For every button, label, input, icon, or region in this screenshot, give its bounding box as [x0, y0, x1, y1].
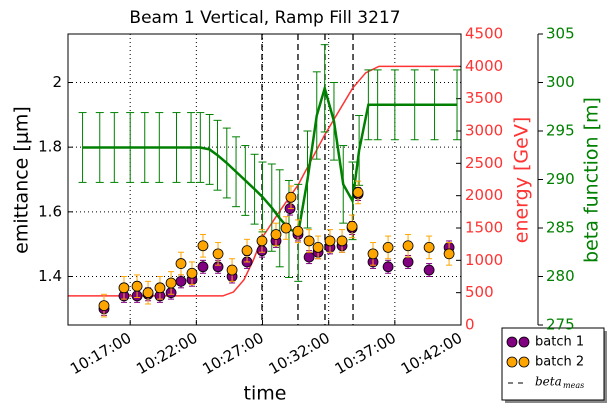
y2-tick-label: 4500	[465, 25, 503, 43]
point	[131, 280, 143, 292]
legend-label: beta	[535, 375, 562, 389]
y2-tick-label: 3000	[465, 122, 503, 140]
point	[336, 235, 348, 247]
x-tick-label: 10:42:00	[398, 329, 465, 378]
y2-tick-label: 2000	[465, 186, 503, 204]
point	[165, 277, 177, 289]
x-tick-label: 10:32:00	[266, 329, 333, 378]
point	[324, 235, 336, 247]
point	[402, 256, 414, 268]
y3-tick-label: 295	[546, 122, 575, 140]
point	[270, 229, 282, 240]
point	[382, 261, 394, 273]
legend-label: batch 1	[535, 335, 584, 350]
legend-marker	[518, 356, 530, 368]
y-tick-label: 2	[52, 73, 62, 91]
point	[186, 267, 198, 279]
beta_function-line	[82, 83, 458, 235]
point	[154, 282, 166, 294]
point	[118, 282, 130, 294]
x-tick-label: 10:27:00	[199, 329, 266, 378]
y3-tick-label: 300	[546, 73, 575, 91]
point	[292, 225, 304, 237]
chart-title: Beam 1 Vertical, Ramp Fill 3217	[129, 8, 400, 28]
point	[303, 251, 315, 263]
y-axis-label: emittance [μm]	[11, 106, 33, 254]
x-tick-label: 10:17:00	[67, 329, 134, 378]
y2-tick-label: 500	[465, 283, 494, 301]
point	[197, 240, 209, 252]
y3-tick-label: 275	[546, 316, 575, 334]
point	[443, 248, 455, 260]
point	[98, 300, 110, 312]
point	[402, 240, 414, 252]
point	[423, 241, 435, 253]
y-tick-label: 1.8	[38, 138, 62, 156]
y3-tick-label: 305	[546, 25, 575, 43]
point	[142, 287, 154, 299]
y3-axis-label: beta function [m]	[581, 97, 603, 263]
point	[382, 241, 394, 253]
energy-line	[68, 65, 460, 297]
plot-frame	[67, 33, 462, 326]
point	[280, 222, 292, 234]
point	[367, 248, 379, 260]
legend-marker	[518, 336, 530, 348]
point	[423, 264, 435, 276]
y2-tick-label: 1000	[465, 251, 503, 269]
y2-tick-label: 1500	[465, 219, 503, 237]
point	[175, 258, 187, 269]
y2-tick-label: 0	[465, 316, 475, 334]
point	[226, 264, 238, 276]
y3-tick-label: 280	[546, 267, 575, 285]
y2-axis-label: energy [GeV]	[511, 117, 533, 243]
point	[241, 245, 253, 257]
y3-tick-label: 290	[546, 170, 575, 188]
point	[346, 220, 358, 232]
legend-marker	[506, 356, 518, 368]
x-tick-label: 10:37:00	[332, 329, 399, 378]
point	[212, 248, 224, 260]
point	[285, 191, 297, 203]
point	[175, 275, 187, 287]
y3-tick-label: 285	[546, 219, 575, 237]
y2-tick-label: 2500	[465, 154, 503, 172]
y2-tick-label: 3500	[465, 89, 503, 107]
y-tick-label: 1.4	[38, 267, 62, 285]
point	[256, 235, 268, 247]
point	[312, 241, 324, 253]
legend-subscript: meas	[563, 381, 584, 390]
legend-marker	[506, 336, 518, 348]
point	[352, 187, 364, 198]
point	[303, 235, 315, 247]
y2-tick-label: 4000	[465, 57, 503, 75]
x-axis-label: time	[244, 383, 287, 405]
legend-label: batch 2	[535, 355, 584, 370]
x-tick-label: 10:22:00	[133, 329, 200, 378]
point	[197, 261, 209, 273]
y-tick-label: 1.6	[38, 202, 62, 220]
